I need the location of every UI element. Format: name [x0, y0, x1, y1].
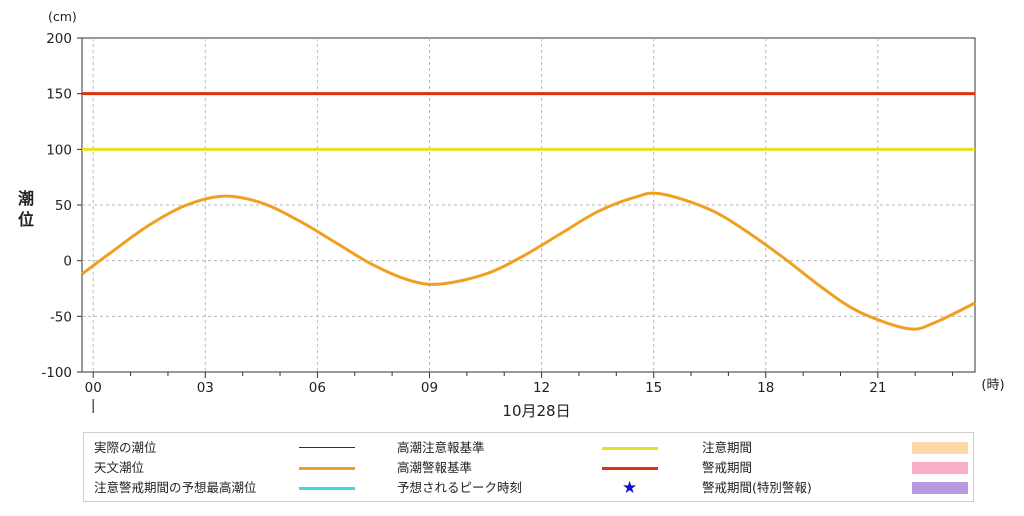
legend-line-swatch: [602, 447, 658, 450]
legend-line-swatch: [299, 487, 355, 490]
x-tick-label: 06: [309, 380, 326, 396]
legend-box-swatch: [912, 482, 968, 494]
series-line-astronomical-tide: [81, 191, 976, 331]
legend-label: 注意期間: [702, 440, 753, 455]
legend-label: 注意警戒期間の予想最高潮位: [94, 480, 257, 495]
y-tick-label: 0: [63, 254, 72, 270]
x-tick-label: 00: [85, 380, 102, 396]
date-label: 10月28日: [502, 402, 570, 420]
x-tick-label: 03: [197, 380, 214, 396]
x-tick-label: 21: [869, 380, 886, 396]
legend-label: 予想されるピーク時刻: [397, 480, 523, 495]
y-axis-label: 潮: [18, 189, 34, 208]
legend-box-swatch: [912, 462, 968, 474]
legend-label: 実際の潮位: [94, 440, 157, 455]
legend-label: 天文潮位: [94, 460, 145, 475]
legend: 実際の潮位天文潮位注意警戒期間の予想最高潮位 高潮注意報基準 高潮警報基準予想される…: [83, 432, 974, 502]
legend-label: 高潮注意報基準: [397, 440, 485, 455]
y-tick-label: -100: [41, 365, 72, 381]
legend-label: 警戒期間: [702, 460, 753, 475]
x-tick-label: 12: [533, 380, 550, 396]
legend-box-swatch: [912, 442, 968, 454]
y-axis-label: 位: [18, 210, 34, 229]
x-tick-label: 15: [645, 380, 662, 396]
x-unit-label: (時): [981, 378, 1004, 393]
y-unit-label: (cm): [48, 9, 77, 24]
y-tick-label: 100: [46, 142, 72, 158]
tide-chart: -100 -50 0 50 100 150 200 00 03 06 09 12 15 18 21 (cm) (…: [18, 9, 1005, 420]
y-tick-label: -50: [50, 309, 72, 325]
legend-label: 警戒期間(特別警報): [702, 480, 812, 495]
x-tick-label: 09: [421, 380, 438, 396]
y-tick-label: 150: [46, 87, 72, 103]
legend-line-swatch: [299, 447, 355, 448]
legend-line-swatch: [602, 467, 658, 470]
y-tick-label: 200: [46, 31, 72, 47]
legend-label: 高潮警報基準: [397, 460, 473, 475]
x-tick-label: 18: [757, 380, 774, 396]
legend-line-swatch: [299, 467, 355, 470]
y-tick-label: 50: [55, 198, 72, 214]
star-icon: ★: [622, 478, 638, 498]
